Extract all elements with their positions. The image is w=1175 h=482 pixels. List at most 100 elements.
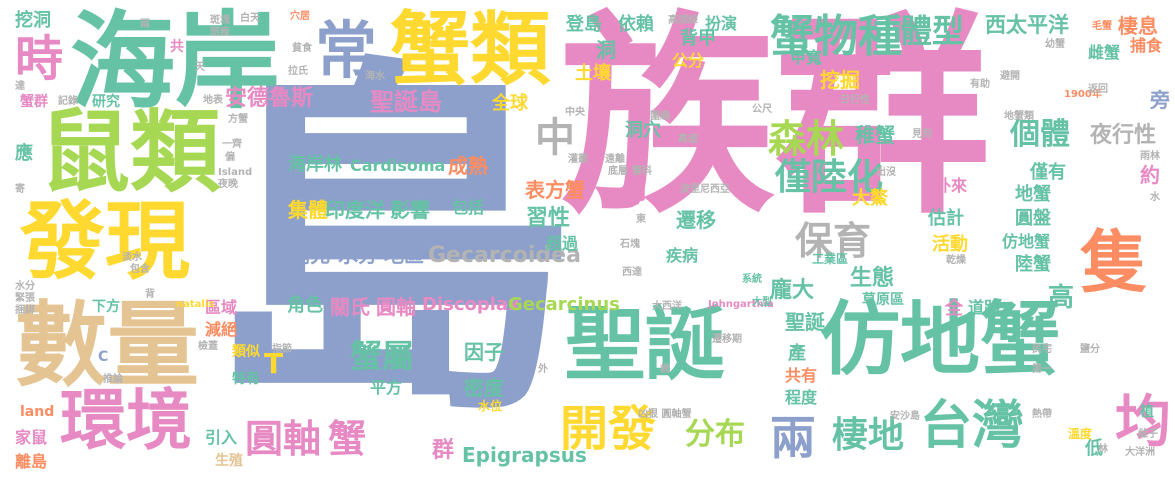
word-zhixie: 稚蟹 xyxy=(855,123,895,147)
word-cardisoma: Cardisoma xyxy=(350,156,446,175)
word-zhi2: 植 xyxy=(1140,404,1154,420)
word-qianyiqi: 遷移期 xyxy=(712,334,742,345)
word-wailai: 外來 xyxy=(935,176,968,195)
word-minzhai: 民宅 xyxy=(1032,344,1052,355)
word-shuiwei: 水位 xyxy=(478,399,503,413)
word-shikuai: 石塊 xyxy=(620,239,640,250)
word-gongyequ: 工業區 xyxy=(812,252,849,266)
word-baokuo: 包括 xyxy=(452,198,485,217)
word-gecarcinus: Gecarcinus xyxy=(508,294,620,315)
word-bankuai: 斑塊 xyxy=(210,15,230,26)
word-fangdixie: 仿地蟹 xyxy=(820,293,1060,386)
word-ganzao: 乾燥 xyxy=(946,255,966,266)
word-jinluhua: 僅陸化 xyxy=(775,157,884,198)
word-rixingxing: 日行性 xyxy=(840,95,870,106)
word-ji: 寄 xyxy=(15,184,25,195)
word-shengdan2: 聖誕 xyxy=(785,310,825,334)
word-diyi: 第一 xyxy=(1032,364,1052,375)
word-baitian: 白天 xyxy=(240,13,260,24)
word-xiewuzhong: 蟹物種 xyxy=(770,11,902,62)
word-biaofangxie: 表方蟹 xyxy=(525,178,585,202)
word-cizi: 雌子 xyxy=(1138,429,1158,440)
word-kaifa: 開發 xyxy=(560,401,657,457)
word-da: 達 xyxy=(15,81,25,92)
word-diceng: 底層 xyxy=(608,166,628,177)
word-youzhu: 有助 xyxy=(970,79,990,90)
word-fangdixie2: 仿地蟹 xyxy=(1002,232,1051,251)
word-land: land xyxy=(20,404,55,420)
word-luxie: 陸蟹 xyxy=(1015,254,1051,275)
word-xionghen: 凶狠 圓軸蟹 xyxy=(638,409,692,420)
word-xieke: 蟹科 xyxy=(632,166,652,177)
word-jiashu: 家鼠 xyxy=(15,428,48,447)
word-daxing: 大型 xyxy=(752,297,772,308)
word-zhong: 中 xyxy=(535,115,575,161)
word-jiandao: 見到 xyxy=(912,129,932,140)
word-gongfen: 公分 xyxy=(672,51,705,70)
word-leisi: 類似 xyxy=(232,344,260,360)
word-yulin: 雨林 xyxy=(1140,151,1160,162)
word-xiequn: 蟹群 xyxy=(20,94,48,110)
word-quanqiu: 全球 xyxy=(492,93,528,114)
word-fangxie: 方蟹 xyxy=(228,114,248,125)
word-tanshi: 貧食 xyxy=(292,43,312,54)
word-yingxiang: 影響 xyxy=(390,198,430,222)
word-xueju: 穴居 xyxy=(290,11,310,22)
word-gongchi: 公尺 xyxy=(752,104,772,115)
word-banyan: 扮演 xyxy=(705,14,738,33)
word-sui: 歲 xyxy=(660,364,670,375)
word-shengtai: 生態 xyxy=(850,266,895,291)
word-chang: 常 xyxy=(315,14,378,87)
word-taiwan: 台灣 xyxy=(920,396,1025,456)
word-kunbang: 捆綁 xyxy=(15,305,35,316)
word-banhen: 斑痕 xyxy=(210,27,230,38)
word-qianyi: 遷移 xyxy=(676,208,716,232)
word-gaosu: 高速 xyxy=(678,134,698,145)
word-zuqun: 族群 xyxy=(560,0,990,243)
word-bushi: 捕食 xyxy=(1130,36,1163,55)
word-dong2: 東 xyxy=(636,214,646,225)
word-geti: 個體 xyxy=(1010,117,1070,152)
word-yuanpan: 圓盤 xyxy=(1015,208,1051,229)
word-xitong: 系統 xyxy=(742,274,762,285)
word-chaoguo: 超過 xyxy=(546,234,579,253)
word-yexingxing: 夜行性 xyxy=(1090,123,1157,148)
word-dongxue: 洞穴 xyxy=(625,120,661,141)
word-yiqi: 一齊 xyxy=(222,139,242,150)
word-shengzhi: 生殖 xyxy=(215,453,243,469)
word-xie: 蟹 xyxy=(328,417,367,461)
word-chan: 產 xyxy=(788,343,806,364)
word-pingfang: 平方 xyxy=(370,378,403,397)
word-ying: 應 xyxy=(15,143,33,164)
word-shuliang: 數量 xyxy=(15,292,200,399)
word-buchong: 補充 xyxy=(290,243,330,267)
word-qidi: 棲地 xyxy=(832,415,905,456)
word-jiti: 集體 xyxy=(288,198,328,222)
word-caoyuanqu: 草原區 xyxy=(862,292,904,308)
word-gongyou: 共有 xyxy=(785,366,818,385)
word-dixielei: 地蟹類 xyxy=(1004,111,1034,122)
word-haianlin: 海岸林 xyxy=(288,154,342,175)
word-diqu: 地區 xyxy=(384,243,424,267)
word-yinru: 引入 xyxy=(205,428,238,447)
word-guancong: 灌叢 xyxy=(568,154,588,165)
word-liang: 兩 xyxy=(770,411,816,465)
word-xieshu: 蟹屬 xyxy=(350,337,415,375)
word-yuanli: 遠離 xyxy=(605,154,625,165)
word-baohan: 包含 xyxy=(130,264,150,275)
word-yuanzhou: 圓軸 xyxy=(245,417,322,461)
word-guji: 估計 xyxy=(928,208,964,229)
word-pian: 偏 xyxy=(225,152,235,163)
word-bei: 背 xyxy=(145,289,155,300)
word-tuilun: 推論 xyxy=(103,374,123,385)
word-chengshu: 成熟 xyxy=(448,154,488,178)
word-shi: 時 xyxy=(15,31,64,87)
word-haishui: 海水 xyxy=(365,71,385,82)
word-natalis: natalis xyxy=(176,299,215,310)
word-midu: 密度 xyxy=(464,376,504,400)
word-epigrapsus: Epigrapsus xyxy=(462,443,587,467)
word-pangda: 龐大 xyxy=(770,278,815,303)
word-fanhui: 返回 xyxy=(1088,84,1108,95)
word-xida: 西達 xyxy=(622,267,642,278)
